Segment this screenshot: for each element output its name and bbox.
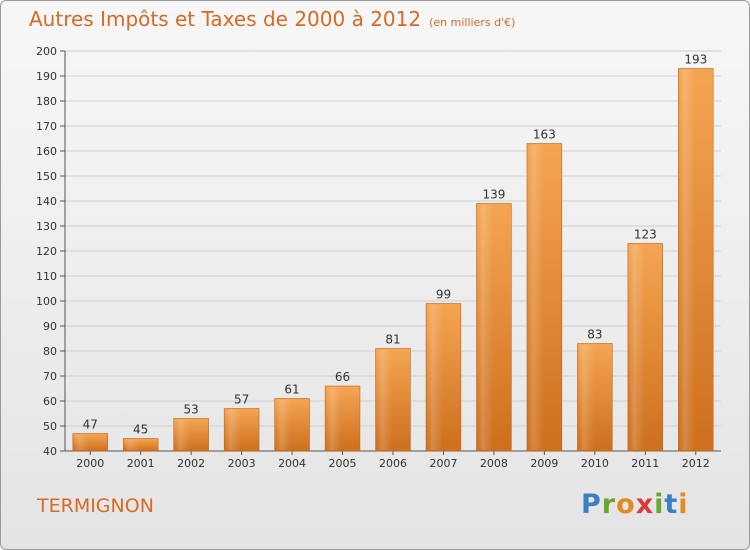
y-tick-label: 170 — [36, 120, 57, 133]
data-label-2012: 193 — [684, 53, 707, 67]
y-tick-label: 150 — [36, 170, 57, 183]
y-tick-label: 200 — [36, 45, 57, 58]
x-tick-label-2011: 2011 — [631, 457, 659, 470]
y-tick-label: 70 — [43, 370, 57, 383]
chart-subtitle: (en milliers d'€) — [429, 16, 516, 29]
y-tick-label: 80 — [43, 345, 57, 358]
data-label-2000: 47 — [83, 418, 98, 432]
x-tick-label-2008: 2008 — [480, 457, 508, 470]
data-label-2009: 163 — [533, 128, 556, 142]
data-label-2003: 57 — [234, 393, 249, 407]
bar-highlight — [578, 344, 595, 450]
commune-name: TERMIGNON — [37, 495, 154, 517]
x-tick-label-2006: 2006 — [379, 457, 407, 470]
bar-highlight — [376, 349, 393, 450]
y-tick-label: 180 — [36, 95, 57, 108]
bar-highlight — [427, 304, 443, 450]
data-label-2001: 45 — [133, 423, 148, 437]
bar-highlight — [679, 69, 696, 450]
x-tick-label-2001: 2001 — [127, 457, 155, 470]
chart-title-text: Autres Impôts et Taxes de 2000 à 2012 — [29, 7, 422, 31]
x-tick-label-2003: 2003 — [228, 457, 256, 470]
bar-highlight — [527, 144, 544, 450]
y-tick-label: 40 — [43, 445, 57, 458]
bar-highlight — [628, 244, 645, 450]
y-tick-label: 90 — [43, 320, 57, 333]
y-tick-label: 190 — [36, 70, 57, 83]
y-tick-label: 160 — [36, 145, 57, 158]
bar-highlight — [73, 434, 90, 450]
bar-highlight — [225, 409, 241, 450]
bar-highlight — [275, 399, 292, 450]
data-label-2010: 83 — [587, 328, 602, 342]
bar-highlight — [326, 387, 342, 450]
x-tick-label-2004: 2004 — [278, 457, 306, 470]
data-label-2007: 99 — [436, 288, 451, 302]
x-tick-label-2002: 2002 — [177, 457, 205, 470]
data-label-2006: 81 — [385, 333, 400, 347]
x-tick-label-2012: 2012 — [682, 457, 710, 470]
proxiti-logo: Proxiti — [581, 489, 689, 520]
data-label-2002: 53 — [184, 403, 199, 417]
data-label-2005: 66 — [335, 370, 350, 384]
y-tick-label: 60 — [43, 395, 57, 408]
y-tick-label: 110 — [36, 270, 57, 283]
y-tick-label: 130 — [36, 220, 57, 233]
data-label-2008: 139 — [482, 188, 505, 202]
x-tick-label-2005: 2005 — [329, 457, 357, 470]
bar-highlight — [174, 419, 191, 450]
chart-title: Autres Impôts et Taxes de 2000 à 2012 (en… — [29, 7, 515, 31]
y-tick-label: 120 — [36, 245, 57, 258]
y-tick-label: 140 — [36, 195, 57, 208]
bar-highlight — [477, 204, 494, 450]
x-tick-label-2007: 2007 — [429, 457, 457, 470]
x-tick-label-2000: 2000 — [76, 457, 104, 470]
y-tick-label: 100 — [36, 295, 57, 308]
x-tick-label-2010: 2010 — [581, 457, 609, 470]
data-label-2011: 123 — [634, 228, 657, 242]
x-tick-label-2009: 2009 — [530, 457, 558, 470]
bar-highlight — [124, 439, 140, 450]
data-label-2004: 61 — [284, 383, 299, 397]
y-tick-label: 50 — [43, 420, 57, 433]
